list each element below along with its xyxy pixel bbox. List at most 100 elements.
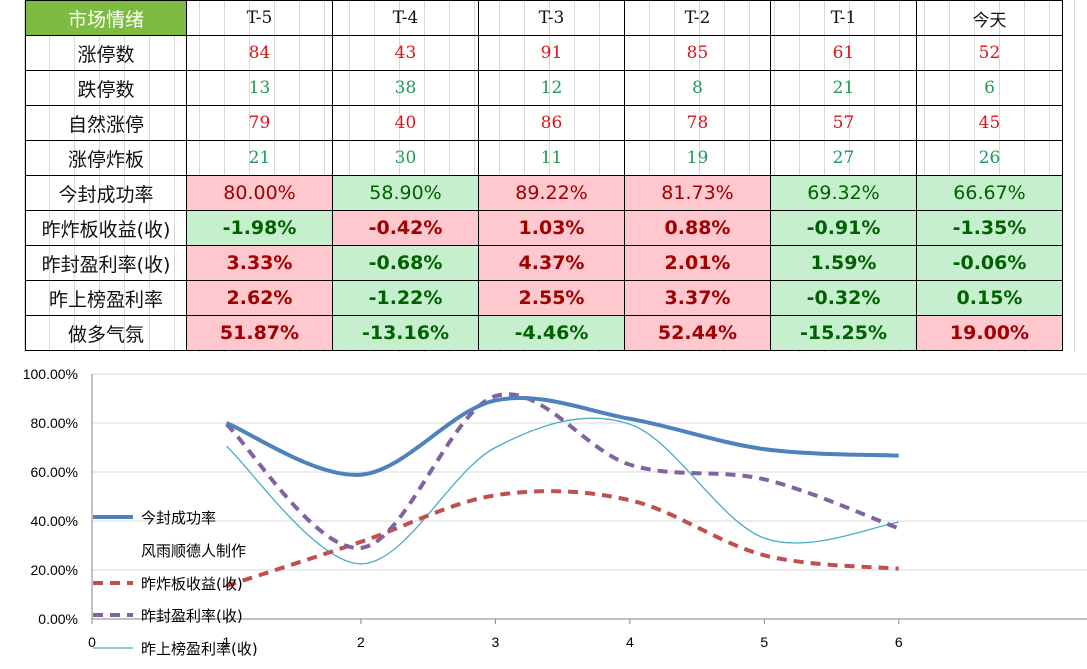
table-cell[interactable]: -4.46% — [478, 315, 625, 351]
table-cell[interactable]: 11 — [478, 140, 625, 176]
table-row: 自然涨停 79 40 86 78 57 45 — [25, 105, 1063, 141]
table-cell[interactable]: -1.35% — [916, 210, 1063, 246]
table-cell[interactable]: 89.22% — [478, 175, 625, 211]
table-cell[interactable]: 3.33% — [186, 245, 333, 281]
y-tick-label: 100.00% — [23, 366, 78, 382]
table-cell[interactable]: 91 — [478, 35, 625, 71]
table-cell[interactable]: -1.22% — [332, 280, 479, 316]
row-label[interactable]: 今封成功率 — [25, 175, 187, 211]
table-cell[interactable]: 0.88% — [624, 210, 771, 246]
row-label[interactable]: 跌停数 — [25, 70, 187, 106]
y-tick-label: 20.00% — [31, 562, 78, 578]
table-cell[interactable]: 45 — [916, 105, 1063, 141]
table-cell[interactable]: 0.15% — [916, 280, 1063, 316]
table-cell[interactable]: 66.67% — [916, 175, 1063, 211]
table-cell[interactable]: 26 — [916, 140, 1063, 176]
y-tick-label: 80.00% — [31, 415, 78, 431]
table-cell[interactable]: 86 — [478, 105, 625, 141]
table-cell[interactable]: -0.91% — [770, 210, 917, 246]
table-cell[interactable]: 84 — [186, 35, 333, 71]
table-row: 做多气氛 51.87% -13.16% -4.46% 52.44% -15.25% 19.0… — [25, 315, 1063, 351]
series-line-2 — [225, 489, 899, 588]
market-sentiment-table: 市场情绪 T-5 T-4 T-3 T-2 T-1 今天 涨停数 84 43 91 85 61 52 跌停数 1… — [25, 0, 1063, 351]
column-header[interactable]: T-5 — [186, 0, 333, 36]
table-row: 今封成功率 80.00% 58.90% 89.22% 81.73% 69.32% 66.67… — [25, 175, 1063, 211]
table-cell[interactable]: -0.68% — [332, 245, 479, 281]
spreadsheet-area: 市场情绪 T-5 T-4 T-3 T-2 T-1 今天 涨停数 84 43 91 85 61 52 跌停数 1… — [0, 0, 1087, 352]
header-row: 市场情绪 T-5 T-4 T-3 T-2 T-1 今天 — [25, 0, 1063, 36]
table-cell[interactable]: 4.37% — [478, 245, 625, 281]
line-chart: 0.00% 20.00% 40.00% 60.00% 80.00% 100.00% 0 1 2 3… — [0, 352, 1087, 669]
table-cell[interactable]: 43 — [332, 35, 479, 71]
table-cell[interactable]: 2.62% — [186, 280, 333, 316]
table-cell[interactable]: -1.98% — [186, 210, 333, 246]
row-label[interactable]: 自然涨停 — [25, 105, 187, 141]
table-cell[interactable]: 58.90% — [332, 175, 479, 211]
table-cell[interactable]: 2.01% — [624, 245, 771, 281]
table-cell[interactable]: 40 — [332, 105, 479, 141]
table-row: 昨上榜盈利率 2.62% -1.22% 2.55% 3.37% -0.32% 0.15% — [25, 280, 1063, 316]
corner-label[interactable]: 市场情绪 — [25, 0, 187, 36]
legend-label: 昨封盈利率(收) — [141, 607, 243, 625]
table-cell[interactable]: -0.32% — [770, 280, 917, 316]
table-cell[interactable]: 13 — [186, 70, 333, 106]
table-cell[interactable]: 19.00% — [916, 315, 1063, 351]
table-cell[interactable]: 69.32% — [770, 175, 917, 211]
table-cell[interactable]: -13.16% — [332, 315, 479, 351]
table-cell[interactable]: 21 — [186, 140, 333, 176]
legend-label: 今封成功率 — [141, 509, 216, 527]
watermark-text: 风雨顺德人制作 — [141, 542, 246, 560]
table-cell[interactable]: 1.59% — [770, 245, 917, 281]
series-line-1 — [225, 395, 899, 477]
column-header[interactable]: T-2 — [624, 0, 771, 36]
table-cell[interactable]: 2.55% — [478, 280, 625, 316]
table-cell[interactable]: -0.42% — [332, 210, 479, 246]
row-label[interactable]: 做多气氛 — [25, 315, 187, 351]
table-cell[interactable]: 8 — [624, 70, 771, 106]
chart-svg: 0.00% 20.00% 40.00% 60.00% 80.00% 100.00% 0 1 2 3… — [23, 366, 1087, 658]
table-cell[interactable]: -0.06% — [916, 245, 1063, 281]
table-row: 跌停数 13 38 12 8 21 6 — [25, 70, 1063, 106]
table-cell[interactable]: 52.44% — [624, 315, 771, 351]
table-cell[interactable]: 61 — [770, 35, 917, 71]
legend-label: 昨上榜盈利率(收) — [141, 640, 258, 658]
legend-label: 昨炸板收益(收) — [141, 575, 243, 593]
x-tick-label: 3 — [491, 634, 499, 650]
row-label[interactable]: 昨上榜盈利率 — [25, 280, 187, 316]
row-label[interactable]: 昨封盈利率(收) — [25, 245, 187, 281]
table-cell[interactable]: 3.37% — [624, 280, 771, 316]
x-tick-label: 5 — [760, 634, 768, 650]
table-cell[interactable]: 81.73% — [624, 175, 771, 211]
y-tick-label: 0.00% — [38, 611, 78, 627]
table-cell[interactable]: 27 — [770, 140, 917, 176]
column-header[interactable]: T-4 — [332, 0, 479, 36]
x-tick-label: 0 — [88, 634, 96, 650]
table-row: 涨停炸板 21 30 11 19 27 26 — [25, 140, 1063, 176]
table-cell[interactable]: 1.03% — [478, 210, 625, 246]
table-cell[interactable]: 57 — [770, 105, 917, 141]
table-cell[interactable]: 85 — [624, 35, 771, 71]
column-header[interactable]: T-3 — [478, 0, 625, 36]
table-cell[interactable]: 30 — [332, 140, 479, 176]
table-cell[interactable]: -15.25% — [770, 315, 917, 351]
row-label[interactable]: 昨炸板收益(收) — [25, 210, 187, 246]
table-row: 涨停数 84 43 91 85 61 52 — [25, 35, 1063, 71]
table-row: 昨封盈利率(收) 3.33% -0.68% 4.37% 2.01% 1.59% -0.06% — [25, 245, 1063, 281]
table-cell[interactable]: 38 — [332, 70, 479, 106]
table-cell[interactable]: 51.87% — [186, 315, 333, 351]
table-cell[interactable]: 12 — [478, 70, 625, 106]
column-header[interactable]: T-1 — [770, 0, 917, 36]
table-cell[interactable]: 80.00% — [186, 175, 333, 211]
table-row: 昨炸板收益(收) -1.98% -0.42% 1.03% 0.88% -0.91% -1.3… — [25, 210, 1063, 246]
x-tick-label: 1 — [223, 634, 231, 650]
series-line-4 — [226, 417, 899, 565]
table-cell[interactable]: 79 — [186, 105, 333, 141]
row-label[interactable]: 涨停炸板 — [25, 140, 187, 176]
column-header[interactable]: 今天 — [916, 0, 1063, 36]
table-cell[interactable]: 6 — [916, 70, 1063, 106]
table-cell[interactable]: 52 — [916, 35, 1063, 71]
row-label[interactable]: 涨停数 — [25, 35, 187, 71]
table-cell[interactable]: 78 — [624, 105, 771, 141]
table-cell[interactable]: 21 — [770, 70, 917, 106]
table-cell[interactable]: 19 — [624, 140, 771, 176]
